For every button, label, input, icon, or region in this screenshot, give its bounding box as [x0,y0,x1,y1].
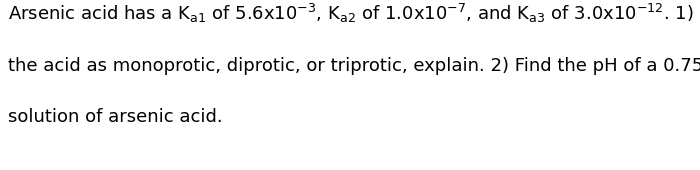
Text: solution of arsenic acid.: solution of arsenic acid. [8,108,223,126]
Text: the acid as monoprotic, diprotic, or triprotic, explain. 2) Find the pH of a 0.7: the acid as monoprotic, diprotic, or tri… [8,57,700,75]
Text: Arsenic acid has a $\mathregular{K_{a1}}$ of 5.6x10$\mathregular{^{-3}}$, $\math: Arsenic acid has a $\mathregular{K_{a1}}… [8,2,700,26]
